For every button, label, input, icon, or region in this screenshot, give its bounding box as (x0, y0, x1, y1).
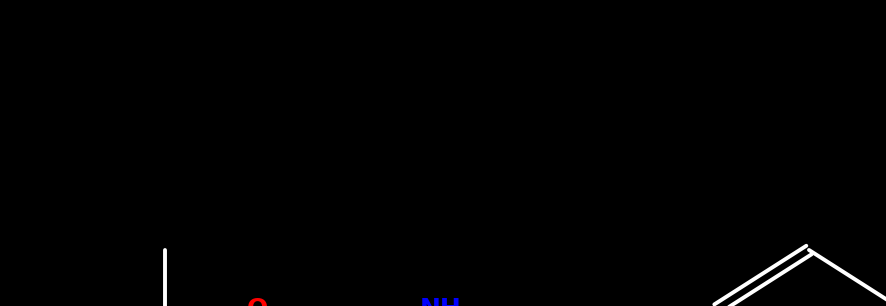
Text: O: O (246, 297, 268, 306)
Text: NH: NH (420, 297, 462, 306)
